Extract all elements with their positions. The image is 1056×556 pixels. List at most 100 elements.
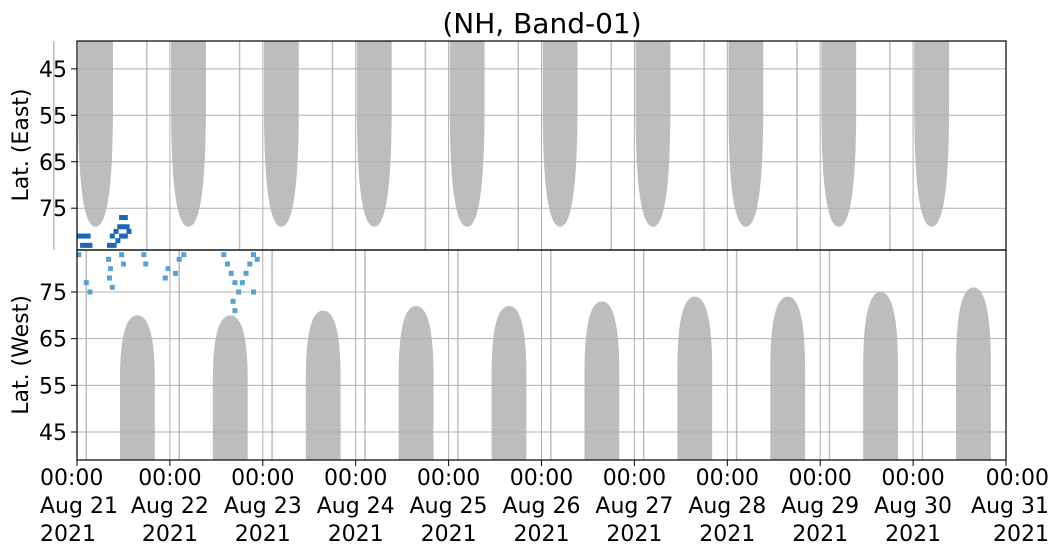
xtick-time-1: 00:00 (40, 466, 103, 491)
xtick-time-5: 00:00 (417, 466, 480, 491)
east-detection-cell-16 (111, 242, 117, 248)
east-detection-cell-18 (119, 214, 125, 220)
east-coverage-band-5 (449, 41, 485, 227)
west-detection-cell-14 (176, 256, 182, 262)
west-detection-cell-13 (165, 266, 171, 272)
east-coverage-band-4 (356, 41, 392, 227)
east-detection-cell-7 (109, 233, 115, 239)
west-detection-cell-28 (251, 289, 257, 295)
west-coverage-band-2 (212, 315, 248, 460)
east-coverage-band-3 (263, 41, 299, 227)
west-y-ticks: 75 65 55 45 (39, 281, 77, 446)
west-ytick-label-1: 75 (39, 281, 67, 306)
xtick-year-10: 2021 (885, 522, 941, 547)
west-coverage-band-9 (863, 292, 899, 460)
west-detection-cell-1 (83, 280, 89, 286)
xtick-year-4: 2021 (328, 522, 384, 547)
west-detection-cell-15 (181, 252, 187, 258)
east-detection-cell-15 (126, 228, 132, 234)
east-detection-cell-13 (119, 233, 125, 239)
west-ytick-label-3: 55 (39, 374, 67, 399)
west-detection-cell-8 (119, 252, 125, 258)
west-detection-cell-21 (236, 289, 242, 295)
east-detection-cell-14 (122, 233, 128, 239)
east-coverage-band-9 (821, 41, 857, 227)
west-detection-cell-29 (254, 256, 260, 262)
xtick-date-1: Aug 21 (40, 494, 118, 519)
west-detection-cell-12 (162, 275, 168, 281)
east-y-ticks: 45 55 65 75 (39, 58, 77, 222)
xtick-year-9: 2021 (792, 522, 848, 547)
east-detection-cell-4 (80, 242, 86, 248)
east-coverage-band-10 (914, 41, 950, 227)
east-detection-cell-8 (113, 228, 119, 234)
east-ytick-label-2: 55 (39, 104, 67, 129)
west-detection-cell-16 (172, 270, 178, 276)
xtick-time-7: 00:00 (603, 466, 666, 491)
xtick-date-10: Aug 30 (874, 494, 952, 519)
west-coverage-band-1 (119, 315, 155, 460)
west-ylabel: Lat. (West) (9, 295, 34, 415)
xtick-date-2: Aug 22 (131, 494, 209, 519)
east-ytick-label-3: 65 (39, 151, 67, 176)
xtick-time-6: 00:00 (510, 466, 573, 491)
xtick-time-8: 00:00 (696, 466, 759, 491)
gray-coverage-layer (53, 41, 991, 460)
west-detection-cell-24 (247, 261, 253, 267)
x-ticks: 00:00 Aug 21 2021 00:00 Aug 22 2021 00:00 Aug 2… (40, 460, 1049, 547)
west-coverage-band-8 (770, 296, 806, 460)
west-coverage-band-4 (398, 306, 434, 460)
west-detection-cell-27 (232, 308, 238, 314)
xtick-year-6: 2021 (514, 522, 570, 547)
detection-layer (76, 214, 260, 314)
east-detection-cell-12 (115, 238, 121, 244)
xtick-time-4: 00:00 (324, 466, 387, 491)
xtick-date-9: Aug 29 (781, 494, 859, 519)
west-detection-cell-6 (107, 275, 113, 281)
west-detection-cell-22 (239, 280, 245, 286)
east-detection-cell-1 (77, 233, 83, 239)
xtick-year-2: 2021 (142, 522, 198, 547)
xtick-year-5: 2021 (421, 522, 477, 547)
xtick-date-5: Aug 25 (410, 494, 488, 519)
west-detection-cell-19 (228, 270, 234, 276)
xtick-year-3: 2021 (235, 522, 291, 547)
xtick-date-6: Aug 26 (503, 494, 581, 519)
west-detection-cell-23 (243, 270, 249, 276)
west-detection-cell-18 (224, 261, 230, 267)
west-ytick-label-4: 45 (39, 421, 67, 446)
xtick-date-7: Aug 27 (595, 494, 673, 519)
west-coverage-band-6 (584, 301, 620, 460)
east-detection-cell-10 (120, 224, 126, 230)
east-detection-cell-17 (107, 242, 113, 248)
xtick-year-11: 2021 (993, 522, 1049, 547)
west-detection-cell-26 (230, 298, 236, 304)
west-detection-cell-5 (107, 266, 113, 272)
west-detection-cell-7 (109, 284, 115, 290)
west-detection-cell-25 (251, 252, 257, 258)
xtick-year-8: 2021 (699, 522, 755, 547)
xtick-time-2: 00:00 (138, 466, 201, 491)
xtick-date-11: Aug 31 (971, 494, 1049, 519)
west-detection-cell-17 (221, 252, 227, 258)
west-coverage-band-10 (956, 287, 991, 460)
east-detection-cell-11 (124, 224, 130, 230)
west-detection-cell-11 (143, 261, 149, 267)
west-detection-cell-10 (141, 252, 147, 258)
east-coverage-band-1 (78, 41, 113, 227)
west-coverage-band-7 (677, 296, 713, 460)
xtick-date-8: Aug 28 (688, 494, 766, 519)
east-coverage-band-6 (542, 41, 578, 227)
east-coverage-band-7 (635, 41, 671, 227)
chart-title: (NH, Band-01) (442, 7, 641, 40)
east-detection-cell-19 (122, 214, 128, 220)
west-detection-cell-9 (120, 261, 126, 267)
east-ylabel: Lat. (East) (9, 89, 34, 202)
xtick-time-10: 00:00 (881, 466, 944, 491)
west-ytick-label-2: 65 (39, 328, 67, 353)
east-coverage-band-2 (171, 41, 206, 227)
west-coverage-band-5 (491, 306, 527, 460)
xtick-date-3: Aug 23 (224, 494, 302, 519)
west-detection-cell-3 (87, 289, 93, 295)
